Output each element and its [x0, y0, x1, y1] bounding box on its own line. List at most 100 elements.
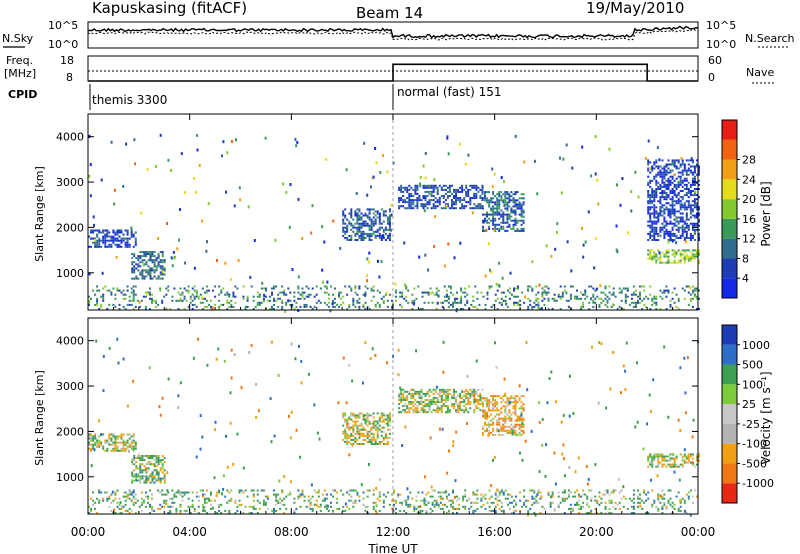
echo-cell — [498, 193, 501, 196]
echo-cell — [294, 137, 297, 141]
echo-cell — [519, 451, 521, 455]
echo-cell — [541, 293, 544, 296]
echo-cell — [628, 303, 631, 306]
echo-cell — [418, 396, 421, 399]
echo-cell — [446, 392, 449, 395]
echo-cell — [96, 437, 99, 440]
echo-cell — [599, 284, 602, 288]
echo-cell — [502, 425, 505, 428]
echo-cell — [134, 237, 137, 240]
echo-cell — [677, 308, 680, 310]
echo-cell — [422, 207, 425, 210]
echo-cell — [472, 305, 475, 308]
echo-cell — [426, 184, 429, 187]
echo-cell — [218, 503, 221, 506]
echo-cell — [504, 195, 507, 198]
echo-cell — [307, 495, 310, 498]
echo-cell — [693, 175, 696, 178]
echo-cell — [518, 423, 521, 426]
echo-cell — [663, 175, 666, 178]
echo-cell — [366, 436, 369, 439]
echo-cell — [412, 411, 415, 414]
echo-cell — [134, 441, 137, 444]
echo-cell — [653, 237, 656, 239]
echo-cell — [698, 214, 700, 217]
echo-cell — [547, 308, 550, 310]
echo-cell — [402, 388, 405, 391]
echo-cell — [651, 459, 654, 462]
echo-cell — [574, 491, 576, 494]
echo-cell — [529, 285, 532, 288]
echo-cell — [444, 401, 447, 403]
echo-cell — [481, 205, 484, 208]
echo-cell — [419, 509, 422, 512]
echo-cell — [658, 234, 661, 237]
echo-cell — [120, 245, 123, 248]
echo-cell — [649, 285, 652, 288]
echo-cell — [372, 505, 375, 508]
echo-cell — [439, 501, 442, 504]
echo-cell — [132, 245, 135, 248]
echo-cell — [520, 213, 523, 216]
echo-cell — [104, 239, 107, 242]
echo-cell — [133, 277, 136, 280]
echo-cell — [496, 395, 499, 398]
echo-cell — [473, 411, 476, 414]
echo-cell — [350, 214, 353, 217]
echo-cell — [362, 220, 365, 223]
echo-cell — [157, 277, 160, 280]
echo-cell — [548, 377, 551, 380]
echo-cell — [342, 301, 345, 304]
echo-cell — [201, 509, 204, 512]
echo-cell — [399, 386, 402, 390]
echo-cell — [667, 501, 670, 504]
echo-cell — [653, 499, 656, 502]
echo-cell — [411, 293, 414, 296]
echo-cell — [159, 481, 162, 484]
echo-cell — [106, 239, 109, 242]
echo-cell — [459, 392, 462, 395]
echo-cell — [685, 255, 688, 258]
echo-cell — [96, 512, 99, 514]
echo-cell — [254, 305, 257, 308]
echo-cell — [657, 495, 660, 498]
echo-cell — [426, 195, 429, 197]
echo-cell — [578, 503, 580, 506]
echo-cell — [118, 239, 121, 242]
echo-cell — [401, 444, 404, 447]
echo-cell — [618, 491, 621, 494]
echo-cell — [404, 425, 407, 429]
echo-cell — [510, 215, 513, 218]
echo-cell — [600, 512, 603, 514]
echo-cell — [484, 193, 486, 196]
echo-cell — [689, 210, 692, 213]
echo-cell — [388, 293, 391, 296]
echo-cell — [679, 501, 682, 504]
echo-cell — [502, 213, 505, 216]
echo-cell — [582, 301, 585, 304]
echo-cell — [484, 423, 486, 426]
echo-cell — [663, 459, 666, 462]
echo-cell — [281, 308, 284, 310]
echo-cell — [520, 433, 523, 436]
echo-cell — [516, 203, 519, 206]
echo-cell — [313, 295, 316, 298]
echo-cell — [102, 237, 105, 240]
echo-cell — [673, 165, 676, 168]
echo-cell — [90, 231, 92, 234]
echo-cell — [137, 467, 140, 470]
echo-cell — [522, 211, 525, 214]
echo-cell — [698, 234, 700, 237]
echo-cell — [673, 204, 676, 207]
echo-cell — [691, 179, 694, 182]
echo-cell — [258, 301, 261, 304]
echo-cell — [410, 392, 413, 395]
echo-cell — [557, 293, 560, 296]
echo-cell — [393, 505, 395, 508]
echo-cell — [310, 483, 313, 487]
echo-cell — [132, 495, 135, 498]
echo-cell — [342, 432, 345, 435]
echo-cell — [372, 489, 375, 492]
echo-cell — [461, 190, 464, 193]
